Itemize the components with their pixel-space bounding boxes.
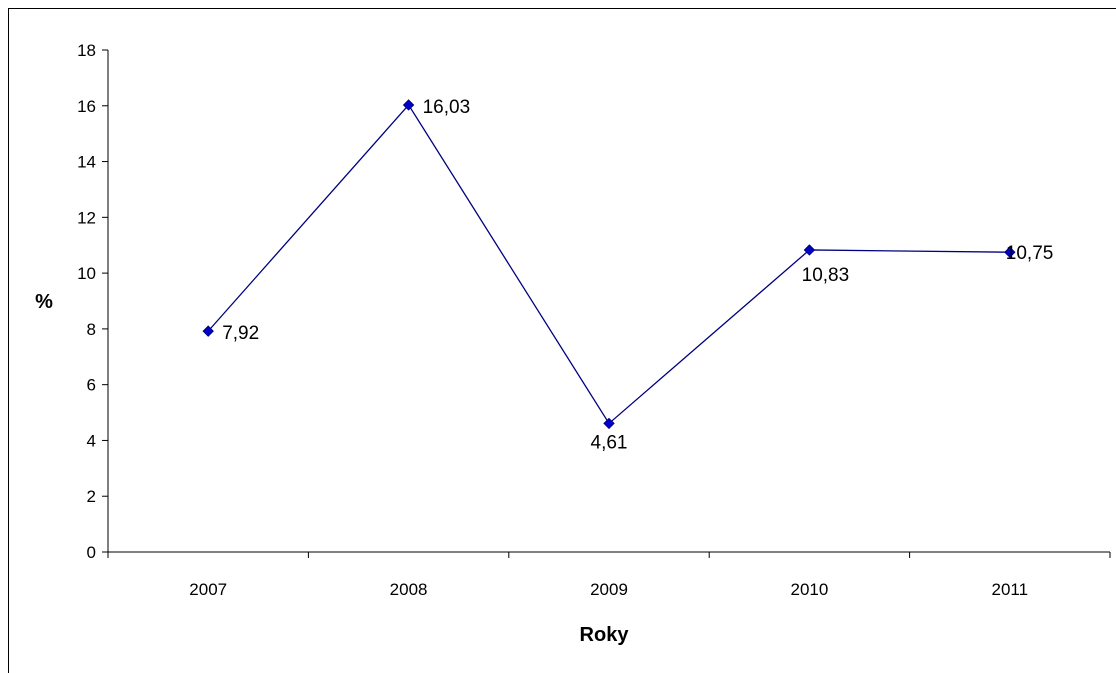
chart-frame bbox=[8, 8, 1116, 673]
series-line bbox=[207, 103, 1010, 425]
x-axis-title: Roky bbox=[580, 624, 630, 646]
data-label: 16,03 bbox=[423, 97, 471, 118]
y-tick-label: 10 bbox=[77, 264, 96, 283]
data-label: 7,92 bbox=[222, 323, 259, 344]
x-ticks: 2007 2008 2009 2010 2011 bbox=[107, 552, 1111, 599]
y-axis-title: % bbox=[35, 291, 53, 313]
y-tick-label: 6 bbox=[87, 376, 96, 395]
data-point bbox=[1004, 246, 1016, 258]
y-tick-label: 8 bbox=[87, 320, 96, 339]
y-tick-label: 14 bbox=[77, 153, 96, 172]
data-label: 10,83 bbox=[802, 265, 850, 286]
x-tick-label: 2007 bbox=[189, 580, 227, 599]
x-tick-label: 2011 bbox=[992, 580, 1029, 599]
y-tick-label: 2 bbox=[87, 487, 96, 506]
x-tick-label: 2008 bbox=[390, 580, 428, 599]
data-point bbox=[402, 99, 415, 111]
data-point bbox=[202, 325, 214, 337]
data-label: 4,61 bbox=[591, 432, 628, 453]
data-point bbox=[603, 417, 615, 430]
series: 7,92 16,03 4,61 10,83 10,75 bbox=[202, 97, 1054, 453]
data-label: 10,75 bbox=[1006, 243, 1054, 264]
axes bbox=[107, 50, 1110, 553]
x-tick-label: 2010 bbox=[790, 580, 828, 599]
x-tick-label: 2009 bbox=[590, 580, 628, 599]
data-point bbox=[803, 244, 816, 256]
y-tick-label: 4 bbox=[87, 431, 96, 450]
y-tick-label: 18 bbox=[77, 41, 96, 60]
y-tick-label: 0 bbox=[87, 543, 96, 562]
y-tick-label: 12 bbox=[77, 208, 96, 227]
y-tick-label: 16 bbox=[77, 97, 96, 116]
y-ticks: 0 2 4 6 8 10 12 14 16 18 bbox=[77, 41, 108, 562]
